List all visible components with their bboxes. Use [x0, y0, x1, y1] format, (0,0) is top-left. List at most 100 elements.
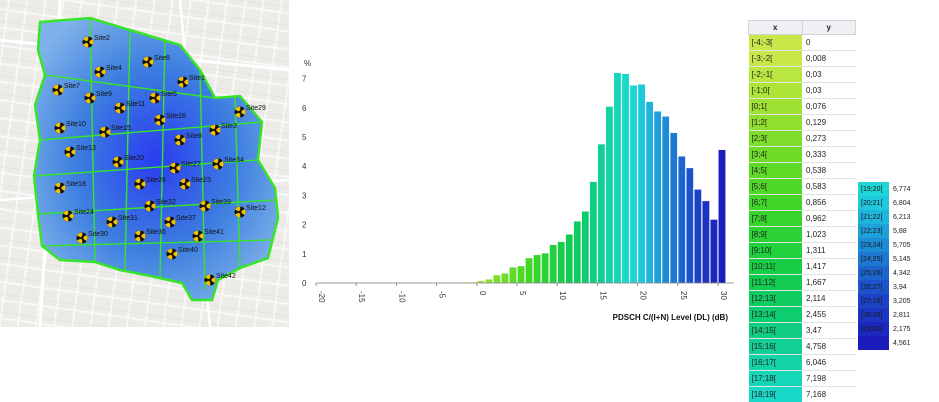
site-center	[117, 161, 120, 164]
site-label: Site10	[66, 121, 86, 128]
x-cell: [22;23[	[858, 224, 889, 238]
y-cell: 3,94	[889, 280, 922, 294]
table-row[interactable]: [4;5[0,538	[749, 163, 856, 179]
table-header-row: x y	[749, 21, 856, 35]
site-label: Site26	[146, 177, 166, 184]
site-label: Site16	[166, 113, 186, 120]
table-row[interactable]: [-3;-2[0,008	[749, 51, 856, 67]
histogram-bar	[654, 111, 661, 283]
table-row[interactable]: [25;26[4,342	[858, 266, 922, 280]
table-row[interactable]: [22;23[5,88	[858, 224, 922, 238]
table-row[interactable]: [-4;-3[0	[749, 35, 856, 51]
table-row[interactable]: [28;29[2,811	[858, 308, 922, 322]
histogram-bar	[638, 84, 645, 283]
x-tick-label: 10	[558, 291, 567, 300]
y-cell: 6,213	[889, 210, 922, 224]
site-center	[182, 81, 185, 84]
site-label: Site29	[246, 105, 266, 112]
x-tick-label: -15	[357, 291, 366, 303]
table-row[interactable]: [9;10[1,311	[749, 243, 856, 259]
x-cell: [14;15[	[749, 323, 803, 339]
x-cell: [6;7[	[749, 195, 803, 211]
table-row[interactable]: [27;28[3,205	[858, 294, 922, 308]
table-row[interactable]: [6;7[0,856	[749, 195, 856, 211]
site-center	[239, 111, 242, 114]
x-cell: [10;11[	[749, 259, 803, 275]
x-cell: [20;21[	[858, 196, 889, 210]
site-center	[57, 89, 60, 92]
table-row[interactable]: [2;3[0,273	[749, 131, 856, 147]
table-row[interactable]: [21;22[6,213	[858, 210, 922, 224]
y-cell: 5,705	[889, 238, 922, 252]
table-row[interactable]: [29;30[2,175	[858, 322, 922, 336]
histogram-bar	[622, 74, 629, 283]
table-row[interactable]: [-2;-1[0,03	[749, 67, 856, 83]
histogram-bar	[509, 267, 516, 283]
y-tick-label: 7	[302, 75, 307, 84]
site-label: Site24	[74, 209, 94, 216]
x-cell: [15;16[	[749, 339, 803, 355]
table-row[interactable]: [10;11[1,417	[749, 259, 856, 275]
x-cell: [13;14[	[749, 307, 803, 323]
table-row[interactable]: [3;4[0,333	[749, 147, 856, 163]
table-row[interactable]: [14;15[3,47	[749, 323, 856, 339]
histogram-bar	[670, 133, 677, 283]
column-header-x[interactable]: x	[749, 21, 803, 35]
site-label: Site32	[156, 199, 176, 206]
x-cell: [-1;0[	[749, 83, 803, 99]
histogram-bar	[598, 144, 605, 283]
table-row[interactable]: [17;18[7,198	[749, 371, 856, 387]
x-cell: [27;28[	[858, 294, 889, 308]
histogram-bar	[525, 258, 532, 283]
site-label: Site31	[118, 215, 138, 222]
x-tick-label: 20	[639, 291, 648, 300]
table-row[interactable]: [12;13[2,114	[749, 291, 856, 307]
histogram-table-continued[interactable]: [19;20[6,774[20;21[6,804[21;22[6,213[22;…	[858, 182, 926, 327]
site-center	[179, 139, 182, 142]
table-row[interactable]: [15;16[4,758	[749, 339, 856, 355]
table-row[interactable]: [1;2[0,129	[749, 115, 856, 131]
y-cell: 2,455	[802, 307, 856, 323]
histogram-table[interactable]: x y [-4;-3[0[-3;-2[0,008[-2;-1[0,03[-1;0…	[748, 20, 858, 327]
table-row[interactable]: [20;21[6,804	[858, 196, 922, 210]
table-row[interactable]: [0;1[0,076	[749, 99, 856, 115]
table-row[interactable]: [5;6[0,583	[749, 179, 856, 195]
site-label: Site42	[216, 273, 236, 280]
y-cell: 0,538	[802, 163, 856, 179]
table-row[interactable]: [16;17[6,046	[749, 355, 856, 371]
site-center	[171, 253, 174, 256]
histogram-bar	[533, 255, 540, 283]
site-center	[59, 187, 62, 190]
x-tick-label: 25	[679, 291, 688, 300]
table-row[interactable]: [19;20[6,774	[858, 182, 922, 196]
column-header-y[interactable]: y	[802, 21, 856, 35]
y-axis-unit: %	[304, 59, 311, 68]
y-cell: 2,114	[802, 291, 856, 307]
y-cell: 3,47	[802, 323, 856, 339]
y-cell: 0,076	[802, 99, 856, 115]
table-row[interactable]: [23;24[5,705	[858, 238, 922, 252]
table-row[interactable]: 4,561	[858, 336, 922, 350]
y-cell: 0,129	[802, 115, 856, 131]
table-row[interactable]: [24;25[5,145	[858, 252, 922, 266]
site-center	[147, 61, 150, 64]
table-row[interactable]: [8;9[1,023	[749, 227, 856, 243]
histogram-bar	[686, 168, 693, 283]
y-cell: 6,046	[802, 355, 856, 371]
site-center	[119, 107, 122, 110]
histogram-bar	[574, 221, 581, 283]
table-row[interactable]: [-1;0[0,03	[749, 83, 856, 99]
table-row[interactable]: [18;19[7,168	[749, 387, 856, 402]
x-tick-label: 30	[719, 291, 728, 300]
table-row[interactable]: [11;12[1,667	[749, 275, 856, 291]
table-row[interactable]: [7;8[0,962	[749, 211, 856, 227]
site-label: Site11	[126, 101, 145, 108]
histogram-bar	[678, 156, 685, 283]
table-row[interactable]: [26;27[3,94	[858, 280, 922, 294]
y-cell: 0,03	[802, 83, 856, 99]
table-row[interactable]: [13;14[2,455	[749, 307, 856, 323]
y-cell: 5,88	[889, 224, 922, 238]
